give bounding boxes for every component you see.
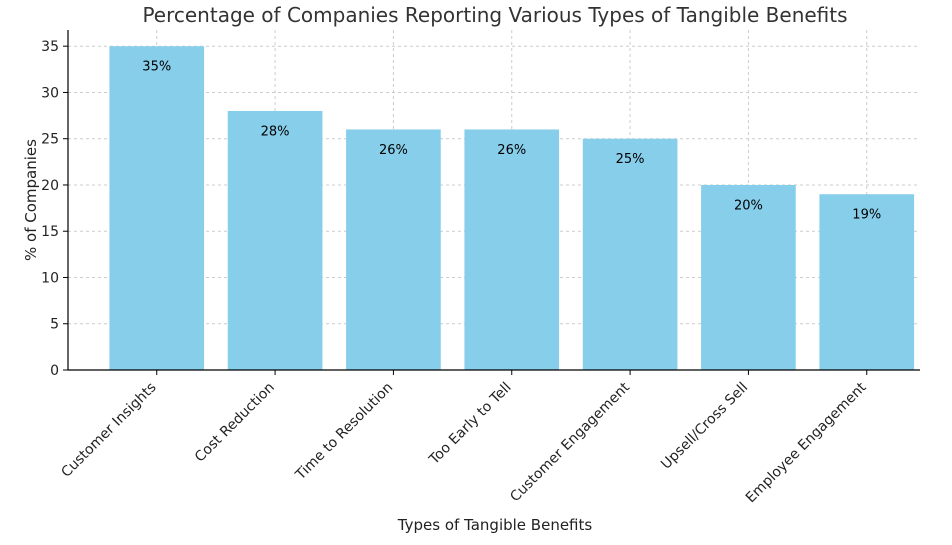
bar: [464, 129, 560, 370]
y-tick-label: 20: [41, 178, 59, 194]
y-tick-label: 15: [41, 224, 59, 240]
bar: [109, 46, 205, 370]
x-tick-label: Too Early to Tell: [426, 380, 515, 469]
y-axis-label: % of Companies: [22, 139, 40, 261]
data-label: 28%: [261, 124, 290, 139]
y-tick-label: 0: [50, 363, 59, 379]
data-label: 35%: [142, 60, 171, 75]
data-label: 26%: [497, 143, 526, 158]
x-tick-label: Time to Resolution: [292, 380, 396, 484]
y-tick-label: 30: [41, 85, 59, 101]
x-tick-label: Upsell/Cross Sell: [658, 380, 751, 473]
bar: [346, 129, 441, 370]
bars-layer: [109, 46, 915, 370]
x-tick-label: Customer Insights: [58, 380, 159, 481]
bar: [582, 138, 678, 370]
data-label: 20%: [734, 198, 763, 213]
x-tick-label: Customer Engagement: [507, 379, 633, 505]
bar: [701, 184, 796, 370]
bar: [819, 194, 915, 370]
y-tick-label: 25: [41, 132, 59, 148]
data-label: 25%: [616, 152, 645, 167]
data-label: 19%: [852, 208, 881, 223]
y-tick-label: 35: [41, 39, 59, 55]
x-tick-label: Employee Engagement: [743, 379, 870, 506]
data-label: 26%: [379, 143, 408, 158]
y-tick-label: 10: [41, 270, 59, 286]
bar: [227, 110, 323, 370]
chart-title: Percentage of Companies Reporting Variou…: [142, 3, 847, 27]
x-tick-label: Cost Reduction: [192, 380, 278, 466]
y-tick-label: 5: [50, 317, 59, 333]
axes-layer: [63, 30, 920, 375]
x-axis-label: Types of Tangible Benefits: [397, 516, 593, 534]
